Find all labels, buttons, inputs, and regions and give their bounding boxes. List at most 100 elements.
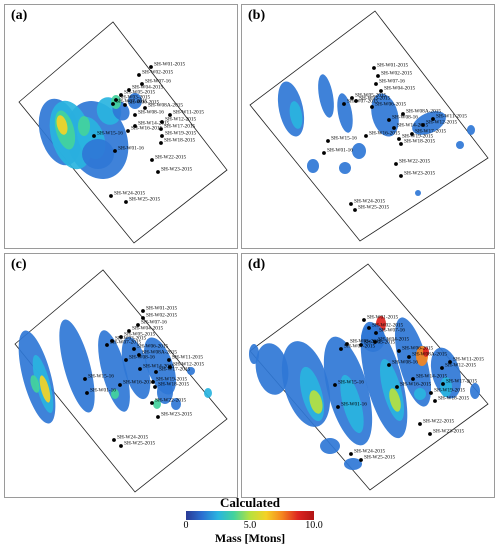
well-label: SH-W25-2015 [364, 455, 396, 461]
map-panel-a: SH-W01-2015 SH-W02-2015 SH-W07-16 SH-W04-20… [4, 4, 238, 249]
well-marker [132, 347, 136, 351]
plume-blob [440, 377, 452, 397]
well-label: SH-W12-2015 [165, 117, 197, 123]
well-label: SH-W14-2015 [397, 123, 429, 129]
well-label: SH-W25-2015 [129, 197, 161, 203]
well-marker [433, 399, 437, 403]
well-label: SH-W23-2015 [161, 167, 193, 173]
plume-blob [318, 74, 334, 118]
plume-blob [470, 383, 480, 399]
plume-blob [78, 116, 90, 136]
plume-blob [394, 317, 432, 407]
well-marker [407, 355, 411, 359]
plume-blob [414, 388, 426, 400]
well-label: SH-W23-2015 [433, 429, 465, 435]
well-label: SH-W07-16 [379, 328, 405, 334]
colorbar-gradient [186, 511, 314, 520]
well-label: SH-W14-2015 [143, 364, 175, 370]
well-label: SH-W08-16 [129, 355, 155, 361]
panel-label: (b) [248, 8, 266, 23]
colorbar-tick: 10.0 [305, 520, 323, 531]
well-label: SH-W02-2015 [146, 313, 178, 319]
well-marker [345, 342, 349, 346]
well-marker [124, 200, 128, 204]
well-marker [362, 318, 366, 322]
well-label: SH-W19-2015 [434, 388, 466, 394]
well-marker [168, 113, 172, 117]
well-label: SH-W08-16 [138, 110, 164, 116]
well-marker [156, 415, 160, 419]
well-label: SH-W06-2015 [402, 346, 434, 352]
well-label: SH-W24-2015 [114, 191, 146, 197]
well-marker [374, 82, 378, 86]
well-marker [123, 103, 127, 107]
well-label: SH-W18-2015 [404, 139, 436, 145]
well-marker [127, 329, 131, 333]
well-marker [160, 134, 164, 138]
well-label: SH-W03-2015 [364, 340, 396, 346]
survey-outline [18, 21, 228, 244]
well-label: SH-W08A-2015 [412, 352, 447, 358]
plume-blob [307, 159, 319, 173]
colorbar-tick: 0 [183, 520, 189, 531]
well-label: SH-W06-2015 [137, 344, 169, 350]
well-label: SH-W23-2015 [404, 171, 436, 177]
well-label: SH-W15-16 [338, 380, 364, 386]
well-label: SH-W01-2015 [146, 306, 178, 312]
plume-blob [344, 458, 362, 470]
well-marker [109, 194, 113, 198]
well-label: SH-W19-2015 [165, 131, 197, 137]
plume-blob [187, 367, 195, 375]
well-marker [387, 118, 391, 122]
well-label: SH-W24-2015 [354, 449, 386, 455]
well-marker [353, 208, 357, 212]
well-label: SH-W04-2015 [384, 86, 416, 92]
well-label: SH-W17-2015 [415, 129, 447, 135]
well-marker [411, 377, 415, 381]
well-marker [354, 99, 358, 103]
well-marker [138, 367, 142, 371]
well-marker [399, 174, 403, 178]
well-marker [440, 366, 444, 370]
plume-blob [82, 139, 114, 169]
well-marker [153, 385, 157, 389]
plume-blob [456, 141, 464, 149]
well-label: SH-W12-2015 [173, 362, 205, 368]
well-label: SH-W22-2015 [155, 398, 187, 404]
well-label: SH-W12-2015 [445, 363, 477, 369]
well-marker [394, 162, 398, 166]
well-label: SH-W07-2015 [344, 344, 376, 350]
well-marker [431, 117, 435, 121]
well-marker [127, 88, 131, 92]
well-marker [150, 158, 154, 162]
well-marker [448, 360, 452, 364]
well-label: SH-W04-2015 [378, 337, 410, 343]
well-label: SH-W17-2015 [446, 379, 478, 385]
plume-blob [98, 330, 130, 412]
well-marker [441, 382, 445, 386]
plume-blob [204, 388, 212, 398]
well-label: SH-W08A-2015 [142, 350, 177, 356]
well-marker [359, 343, 363, 347]
panel-label: (c) [11, 257, 27, 272]
well-label: SH-W11-2015 [453, 357, 484, 363]
well-marker [397, 349, 401, 353]
well-label: SH-W01-2015 [377, 63, 409, 69]
well-label: SH-W08A-2015 [406, 109, 441, 115]
well-label: SH-W18-2015 [164, 138, 196, 144]
well-marker [333, 383, 337, 387]
well-label: SH-W02-2015 [142, 70, 174, 76]
map-panel-c: SH-W01-2015 SH-W02-2015 SH-W07-16 SH-W04-20… [4, 253, 238, 498]
colorbar-axis-label: Mass [Mtons] [214, 531, 286, 545]
well-label: SH-W01-16 [341, 402, 367, 408]
well-label: SH-W07-2015 [116, 99, 148, 105]
well-marker [149, 65, 153, 69]
well-marker [160, 120, 164, 124]
well-label: SH-W06-2015 [375, 102, 407, 108]
well-label: SH-W19-2015 [156, 377, 188, 383]
well-marker [373, 340, 377, 344]
plume-blob [39, 375, 51, 403]
map-plot-c: SH-W01-2015SH-W02-2015SH-W07-16SH-W04-20… [14, 269, 228, 493]
well-label: SH-W04-2015 [132, 85, 164, 91]
well-marker [376, 74, 380, 78]
